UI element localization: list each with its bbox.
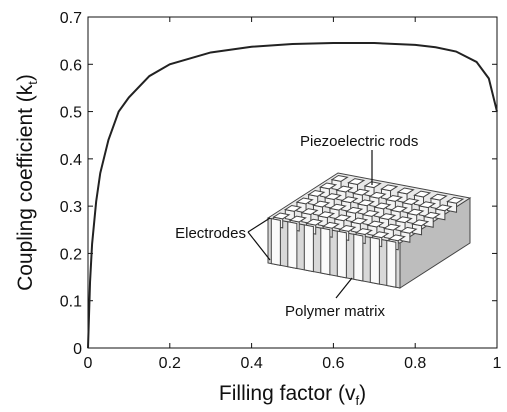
y-axis-label-part: Coupling coefficient (k	[14, 84, 37, 291]
rod-front	[303, 224, 314, 273]
y-tick-label: 0.2	[60, 246, 82, 263]
y-tick-label: 0.3	[60, 199, 82, 216]
rod-top	[363, 181, 382, 189]
rod-top	[354, 228, 373, 235]
rod-top	[380, 184, 399, 192]
y-tick-label: 0.6	[60, 57, 82, 74]
x-tick-label: 0.2	[159, 355, 181, 372]
x-tick-label: 0	[84, 355, 93, 372]
rod-top	[305, 218, 324, 226]
rod-front	[270, 218, 281, 266]
rod-front	[287, 221, 298, 270]
annotation: Piezoelectric rods	[300, 133, 418, 150]
rod-top	[300, 208, 319, 215]
rod-top	[406, 208, 425, 216]
rod-top	[413, 190, 432, 198]
rod-top	[396, 187, 415, 195]
x-tick-label: 0.8	[404, 355, 426, 372]
rod-front	[386, 239, 397, 288]
data-line	[87, 42, 498, 349]
rod-top	[368, 191, 387, 199]
rod-top	[345, 206, 364, 214]
annotation: Polymer matrix	[285, 303, 386, 320]
rod-top	[323, 193, 342, 200]
rod-top	[347, 178, 366, 185]
rod-top	[349, 217, 369, 225]
y-axis-label-part: t	[25, 81, 40, 85]
y-tick-label: 0.7	[60, 10, 82, 27]
rod-top	[321, 221, 340, 229]
rod-front	[369, 236, 380, 285]
x-tick-label: 0.6	[322, 355, 344, 372]
rod-top	[446, 196, 465, 204]
rod-top	[378, 213, 397, 220]
y-tick-label: 0.1	[60, 294, 82, 311]
rod-top	[312, 200, 331, 208]
rod-top	[340, 196, 359, 204]
rod-top	[389, 205, 408, 213]
rod-top	[429, 193, 448, 201]
rod-top	[288, 215, 307, 223]
rod-top	[316, 211, 336, 219]
y-tick-label: 0.4	[60, 152, 82, 169]
y-tick-label: 0.5	[60, 105, 82, 122]
inset-illustration	[266, 172, 472, 289]
x-tick-label: 1	[493, 355, 502, 372]
x-axis-label: Filling factor (vf)	[219, 382, 366, 408]
rod-top	[371, 231, 390, 239]
rod-top	[382, 223, 402, 231]
rod-top	[387, 234, 406, 242]
y-axis-label: Coupling coefficient (kt)	[14, 74, 40, 291]
rod-top	[356, 199, 375, 207]
rod-top	[338, 224, 357, 232]
rod-top	[373, 202, 392, 210]
y-tick-label: 0	[73, 341, 82, 358]
rod-front	[336, 230, 347, 279]
rod-top	[295, 197, 314, 205]
inset-arrows	[247, 150, 373, 299]
x-tick-label: 0.4	[240, 355, 262, 372]
rod-top	[417, 201, 437, 209]
rod-top	[394, 216, 413, 224]
y-axis-label-part: )	[14, 74, 37, 81]
rod-top	[351, 188, 371, 196]
rod-front	[320, 227, 331, 276]
rod-top	[272, 212, 291, 220]
rod-top	[335, 185, 354, 193]
rod-top	[422, 211, 441, 219]
rod-top	[333, 214, 352, 222]
rod-top	[399, 226, 418, 234]
rod-top	[318, 182, 338, 190]
rod-top	[434, 204, 453, 212]
plot-frame	[87, 16, 498, 349]
rod-top	[307, 189, 326, 197]
rod-top	[411, 219, 430, 227]
x-axis-label-part: )	[359, 382, 366, 405]
rod-top	[328, 203, 347, 211]
rod-front	[353, 233, 364, 282]
rod-top	[401, 198, 420, 205]
rod-top	[384, 194, 404, 202]
annotation: Electrodes	[175, 225, 246, 242]
x-axis-label-part: f	[355, 393, 359, 408]
rod-top	[330, 174, 349, 182]
rod-top	[283, 204, 303, 212]
x-axis-label-part: Filling factor (v	[219, 382, 356, 405]
rod-top	[366, 220, 385, 228]
rod-top	[361, 209, 380, 217]
